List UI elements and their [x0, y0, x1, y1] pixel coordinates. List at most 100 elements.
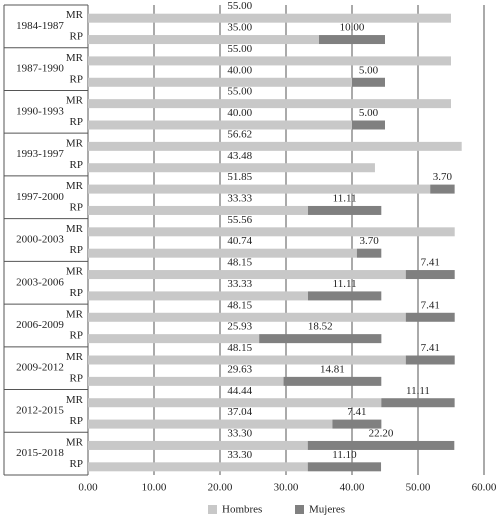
value-label: 25.93 [227, 321, 252, 333]
y-tick-label: MR [66, 223, 84, 235]
y-tick-label: RP [70, 31, 83, 43]
group-label: 2006-2009 [16, 319, 64, 331]
x-tick-label: 40.00 [340, 482, 365, 494]
value-label: 7.41 [347, 406, 366, 418]
legend-label: Mujeres [309, 504, 345, 516]
legend-swatch [295, 505, 304, 514]
bar-segment [88, 227, 455, 237]
bar-segment [88, 35, 319, 45]
bar-segment [307, 205, 382, 215]
y-tick-label: RP [70, 73, 83, 85]
value-label: 11.11 [333, 192, 357, 204]
y-tick-label: MR [66, 180, 84, 192]
bar-segment [88, 205, 308, 215]
y-tick-label: MR [66, 52, 84, 64]
bar-segment [283, 376, 382, 386]
bar-segment [356, 248, 382, 258]
value-label: 55.00 [227, 0, 252, 12]
bar-segment [88, 141, 462, 151]
value-label: 14.81 [320, 363, 345, 375]
value-label: 3.70 [433, 171, 453, 183]
y-tick-label: RP [70, 159, 83, 171]
bar-segment [88, 462, 308, 472]
value-label: 5.00 [359, 64, 379, 76]
bar-segment [88, 291, 308, 301]
y-tick-label: RP [70, 287, 83, 299]
group-label: 1987-1990 [16, 63, 64, 75]
value-label: 37.04 [227, 406, 252, 418]
value-label: 44.44 [227, 385, 252, 397]
value-label: 5.00 [359, 107, 379, 119]
group-label: 1997-2000 [16, 191, 64, 203]
bar-segment [88, 99, 451, 109]
value-label: 10.00 [340, 22, 365, 34]
bar-segment [405, 312, 455, 322]
bar-segment [88, 270, 406, 280]
group-label: 2009-2012 [16, 362, 64, 374]
bar-segment [381, 398, 455, 408]
value-label: 7.41 [421, 342, 440, 354]
bar-segment [352, 77, 385, 87]
y-tick-label: MR [66, 137, 84, 149]
bar-segment [88, 312, 406, 322]
y-tick-label: RP [70, 244, 83, 256]
legend-swatch [208, 505, 217, 514]
y-tick-label: RP [70, 116, 83, 128]
bar-segment [88, 120, 352, 130]
y-tick-label: MR [66, 308, 84, 320]
value-label: 55.56 [227, 214, 252, 226]
group-label: 2015-2018 [16, 447, 64, 459]
value-label: 48.15 [227, 299, 252, 311]
bar-segment [88, 184, 431, 194]
bar-segment [88, 440, 308, 450]
value-label: 11.10 [332, 449, 357, 461]
group-label: 1993-1997 [16, 148, 64, 160]
value-label: 29.63 [227, 363, 252, 375]
y-tick-label: RP [70, 458, 83, 470]
group-label: 1990-1993 [16, 105, 64, 117]
value-label: 3.70 [359, 235, 379, 247]
bar-segment [405, 270, 455, 280]
bar-segment [88, 398, 382, 408]
value-label: 51.85 [227, 171, 252, 183]
bar-segment [307, 291, 382, 301]
y-tick-label: RP [70, 372, 83, 384]
value-label: 35.00 [227, 22, 252, 34]
value-label: 33.30 [227, 449, 252, 461]
value-label: 48.15 [227, 342, 252, 354]
value-label: 22.20 [369, 427, 394, 439]
y-tick-label: MR [66, 351, 84, 363]
bar-segment [307, 462, 382, 472]
value-label: 11.11 [333, 278, 357, 290]
value-label: 33.30 [227, 427, 252, 439]
bar-segment [88, 13, 451, 23]
bar-segment [430, 184, 455, 194]
value-label: 7.41 [421, 299, 440, 311]
y-tick-label: RP [70, 201, 83, 213]
y-tick-label: MR [66, 95, 84, 107]
bar-segment [307, 440, 455, 450]
group-label: 2003-2006 [16, 276, 64, 288]
bar-segment [259, 334, 382, 344]
value-label: 40.00 [227, 107, 252, 119]
value-label: 33.33 [227, 192, 252, 204]
group-label: 2000-2003 [16, 234, 64, 246]
bar-segment [88, 163, 375, 173]
bar-segment [88, 355, 406, 365]
bar-segment [88, 334, 260, 344]
value-label: 43.48 [227, 150, 252, 162]
group-label: 1984-1987 [16, 20, 64, 32]
y-tick-label: MR [66, 436, 84, 448]
value-label: 40.00 [227, 64, 252, 76]
y-tick-label: RP [70, 330, 83, 342]
value-label: 55.00 [227, 43, 252, 55]
value-label: 48.15 [227, 257, 252, 269]
bar-segment [352, 120, 385, 130]
bar-segment [88, 77, 352, 87]
y-tick-label: RP [70, 415, 83, 427]
bar-segment [319, 35, 385, 45]
x-tick-label: 30.00 [274, 482, 299, 494]
value-label: 11.11 [406, 385, 430, 397]
x-tick-label: 0.00 [78, 482, 98, 494]
